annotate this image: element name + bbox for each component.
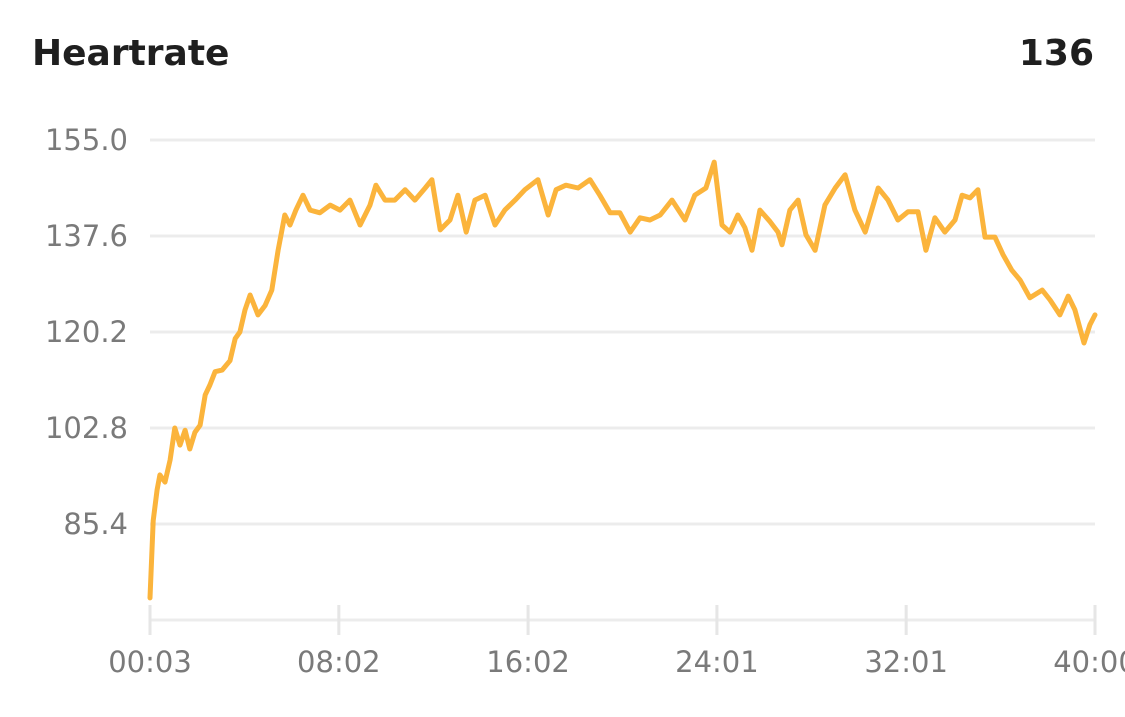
x-tick-label: 16:02 — [486, 645, 570, 679]
chart-title: Heartrate — [32, 33, 229, 74]
x-tick-label: 40:00 — [1053, 645, 1125, 679]
x-tick-label: 32:01 — [864, 645, 948, 679]
x-tick-label: 00:03 — [108, 645, 192, 679]
x-tick-label: 24:01 — [675, 645, 759, 679]
y-tick-label: 85.4 — [63, 507, 128, 541]
x-tick-label: 08:02 — [297, 645, 381, 679]
heartrate-line — [147, 159, 1098, 601]
y-tick-label: 102.8 — [45, 411, 128, 445]
y-tick-label: 155.0 — [45, 123, 128, 157]
y-tick-label: 137.6 — [45, 219, 128, 253]
y-tick-label: 120.2 — [45, 315, 128, 349]
current-value: 136 — [1019, 33, 1094, 74]
